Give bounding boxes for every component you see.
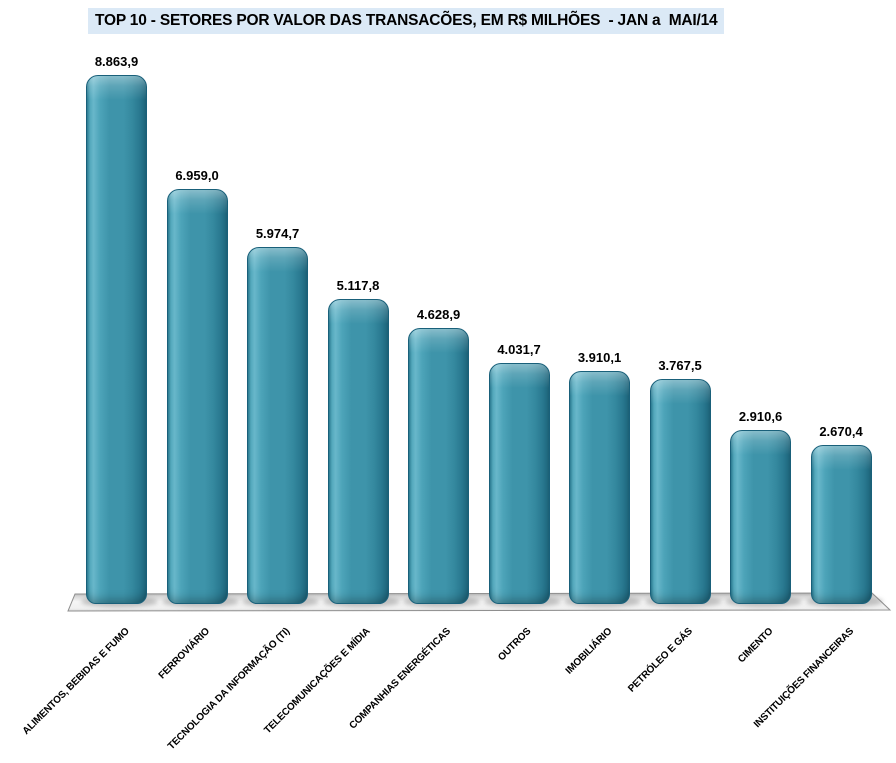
bar — [86, 75, 147, 604]
value-label: 3.767,5 — [658, 358, 702, 373]
category-label: ALIMENTOS, BEBIDAS E FUMO — [20, 626, 132, 737]
value-label: 2.670,4 — [819, 424, 863, 439]
value-label: 4.628,9 — [416, 307, 461, 322]
chart-title: TOP 10 - SETORES POR VALOR DAS TRANSACÕE… — [88, 8, 725, 34]
bar — [488, 363, 550, 604]
category-label: PETRÓLEO E GÁS — [626, 626, 695, 695]
bar — [327, 299, 389, 604]
category-label: IMOBILIÁRIO — [563, 626, 615, 677]
category-label: CIMENTO — [736, 626, 776, 666]
value-label: 3.910,1 — [577, 350, 622, 365]
value-label: 4.031,7 — [497, 342, 541, 357]
bar — [408, 328, 469, 604]
value-label: 8.863,9 — [94, 54, 139, 69]
value-label: 5.974,7 — [255, 226, 300, 241]
bar — [730, 430, 791, 604]
bar — [247, 247, 308, 604]
value-label: 5.117,8 — [336, 278, 380, 293]
bar — [810, 445, 872, 604]
category-label: FERROVIÁRIO — [156, 626, 212, 682]
category-label: OUTROS — [496, 626, 534, 664]
bar — [166, 189, 228, 604]
value-label: 2.910,6 — [738, 409, 783, 424]
bar — [649, 379, 711, 604]
bar — [569, 371, 630, 604]
value-label: 6.959,0 — [175, 168, 219, 183]
